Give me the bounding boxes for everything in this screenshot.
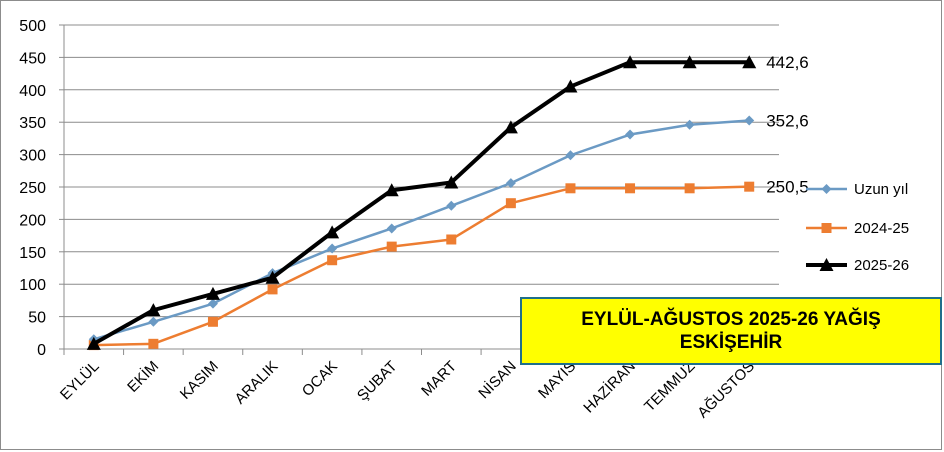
series-triangle: 442,6 <box>86 53 809 350</box>
data-point <box>625 129 636 140</box>
legend-label: Uzun yıl <box>854 181 908 198</box>
legend-marker <box>819 258 834 271</box>
data-point <box>505 178 516 189</box>
data-point <box>623 55 638 69</box>
data-point <box>384 183 399 197</box>
series-square: 250,5 <box>88 178 809 351</box>
data-point <box>744 115 755 126</box>
data-point <box>327 255 338 266</box>
x-category-label: EYLÜL <box>56 357 102 403</box>
data-point <box>148 316 159 327</box>
data-point <box>146 303 161 317</box>
data-point <box>265 270 280 284</box>
data-point <box>503 120 518 134</box>
legend-item: Uzun yıl <box>806 181 908 198</box>
data-point <box>86 336 101 350</box>
y-tick-label: 500 <box>19 18 46 35</box>
legend-marker <box>821 184 832 194</box>
x-category-label: EKİM <box>124 357 163 396</box>
y-tick-label: 250 <box>19 180 46 197</box>
y-tick-label: 50 <box>28 310 46 327</box>
data-point <box>386 223 397 234</box>
data-point <box>446 234 457 245</box>
data-point <box>682 55 697 69</box>
x-category-label: TEMMUZ <box>641 358 698 415</box>
x-category-label: ŞUBAT <box>354 358 401 405</box>
y-tick-label: 400 <box>19 83 46 100</box>
x-category-label: ARALIK <box>232 358 282 408</box>
legend-marker <box>821 223 832 233</box>
series-line <box>93 185 750 347</box>
end-value-label: 250,5 <box>766 178 809 197</box>
data-point <box>505 198 516 209</box>
chart-title-line-2: ESKİŞEHİR <box>679 332 783 353</box>
x-category-label: MART <box>418 358 460 400</box>
data-point <box>207 298 218 309</box>
data-point <box>565 183 576 194</box>
end-value-label: 352,6 <box>766 112 809 131</box>
chart-title-line-1: EYLÜL-AĞUSTOS 2025-26 YAĞIŞ <box>581 309 881 330</box>
y-tick-label: 450 <box>19 50 46 67</box>
legend-item: 2025-26 <box>806 257 909 274</box>
data-point <box>205 286 220 300</box>
data-point <box>386 241 397 252</box>
data-point <box>325 225 340 239</box>
legend-item: 2024-25 <box>806 220 909 237</box>
data-point <box>563 79 578 93</box>
legend-label: 2024-25 <box>854 220 909 237</box>
data-point <box>684 183 695 194</box>
data-point <box>744 181 755 192</box>
data-point <box>684 119 695 130</box>
y-tick-label: 350 <box>19 115 46 132</box>
data-point <box>207 316 218 327</box>
y-tick-label: 0 <box>37 342 46 359</box>
data-point <box>625 183 636 194</box>
data-point <box>742 55 757 69</box>
end-value-label: 442,6 <box>766 53 809 72</box>
data-point <box>267 284 278 295</box>
y-tick-label: 300 <box>19 148 46 165</box>
legend-label: 2025-26 <box>854 257 909 274</box>
data-point <box>446 200 457 211</box>
x-category-label: KASIM <box>177 358 222 403</box>
y-tick-label: 150 <box>19 245 46 262</box>
x-category-label: HAZİRAN <box>580 357 639 416</box>
data-point <box>565 150 576 161</box>
data-point <box>327 243 338 254</box>
data-point <box>148 338 159 349</box>
series-line <box>93 119 750 341</box>
x-category-label: NİSAN <box>475 357 520 402</box>
chart-title-box: EYLÜL-AĞUSTOS 2025-26 YAĞIŞ ESKİŞEHİR <box>520 297 942 365</box>
y-tick-label: 200 <box>19 212 46 229</box>
x-category-label: AĞUSTOS <box>694 358 758 422</box>
series-line <box>92 60 750 346</box>
y-tick-label: 100 <box>19 277 46 294</box>
data-point <box>444 175 459 189</box>
x-category-label: OCAK <box>299 358 341 400</box>
